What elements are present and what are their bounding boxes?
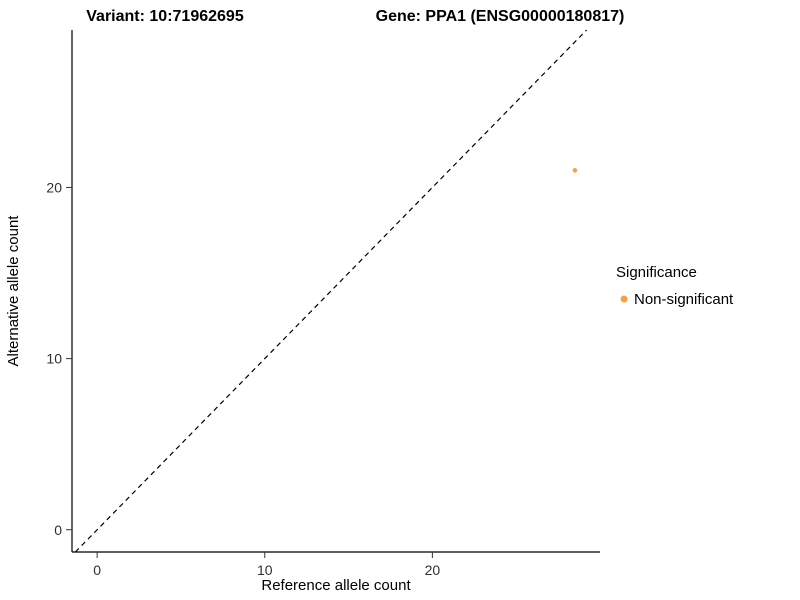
y-tick-label: 10	[46, 351, 62, 367]
plot-title-variant: Variant: 10:71962695	[86, 8, 244, 25]
axis-ticks: 0 10 20 0 10 20	[46, 179, 440, 578]
data-points	[572, 168, 578, 173]
data-point	[572, 168, 578, 173]
legend-entry-label: Non-significant	[634, 291, 734, 308]
x-tick-label: 20	[425, 562, 441, 578]
legend-title: Significance	[616, 264, 697, 281]
plot-title-gene: Gene: PPA1 (ENSG00000180817)	[376, 8, 625, 25]
x-axis-label: Reference allele count	[261, 577, 411, 594]
x-tick-label: 10	[257, 562, 273, 578]
legend: Significance Non-significant	[616, 264, 734, 308]
legend-point-icon	[620, 295, 628, 303]
y-axis-label: Alternative allele count	[5, 215, 22, 367]
y-tick-label: 20	[46, 179, 62, 195]
y-tick-label: 0	[54, 522, 62, 538]
x-tick-label: 0	[93, 562, 101, 578]
identity-line	[74, 29, 588, 553]
